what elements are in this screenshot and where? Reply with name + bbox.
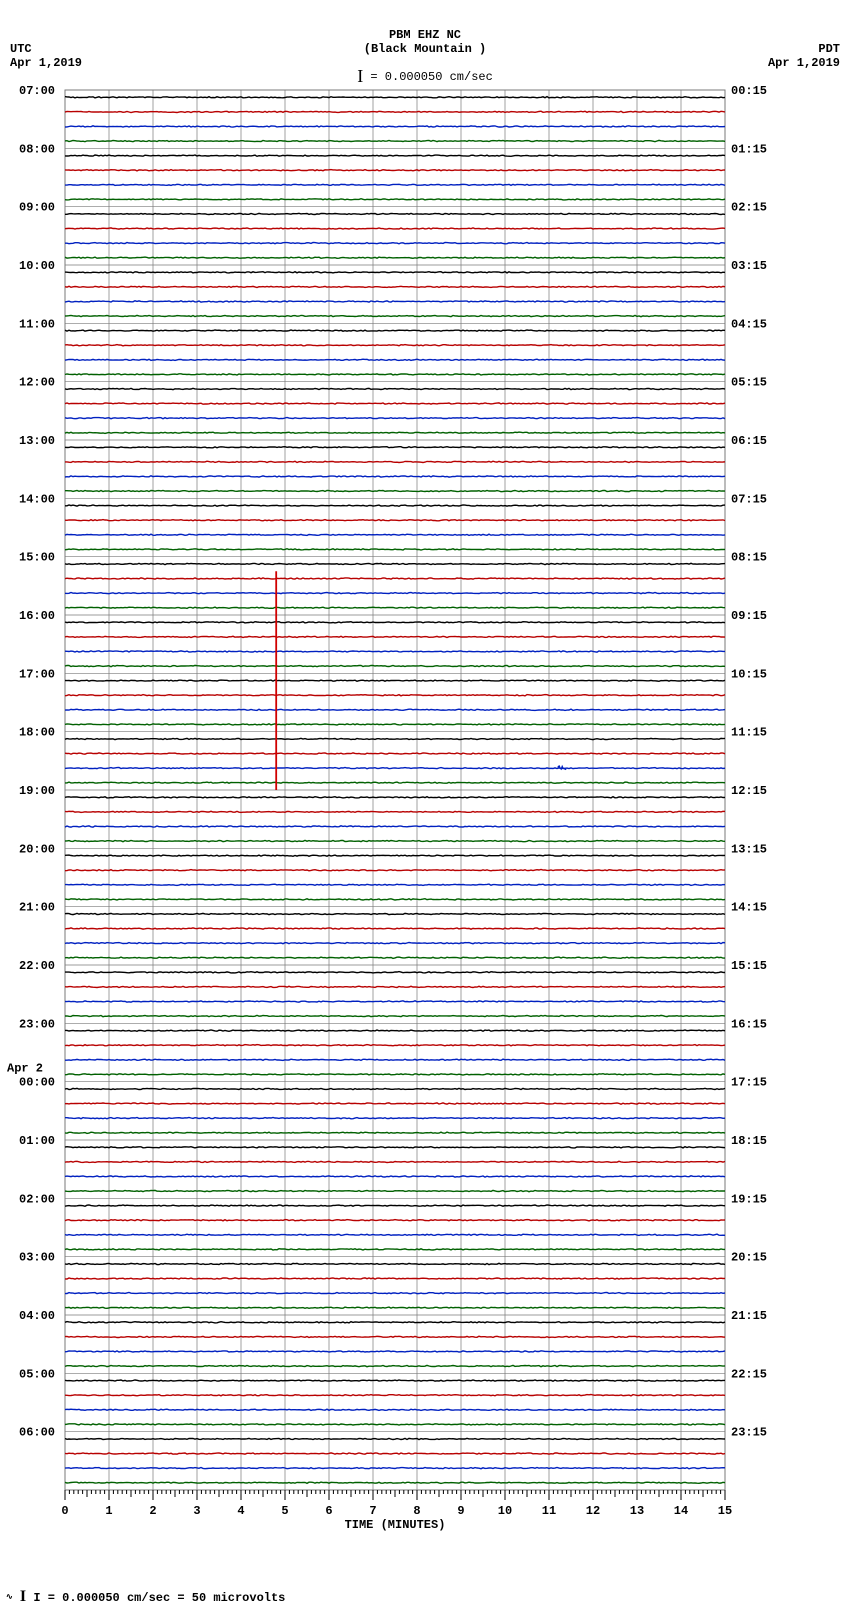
svg-text:21:15: 21:15 — [731, 1309, 767, 1323]
svg-text:13:00: 13:00 — [19, 434, 55, 448]
svg-text:TIME (MINUTES): TIME (MINUTES) — [345, 1518, 446, 1532]
svg-text:01:15: 01:15 — [731, 142, 767, 156]
svg-text:08:00: 08:00 — [19, 142, 55, 156]
helicorder-plot: 07:00 08:00 09:00 10:00 11:00 12:00 13:00 14:00… — [0, 0, 850, 1560]
svg-text:12:15: 12:15 — [731, 784, 767, 798]
svg-text:23:15: 23:15 — [731, 1426, 767, 1440]
svg-text:6: 6 — [325, 1504, 332, 1518]
svg-text:12:00: 12:00 — [19, 376, 55, 390]
svg-text:03:15: 03:15 — [731, 259, 767, 273]
svg-text:10:15: 10:15 — [731, 667, 767, 681]
svg-text:1: 1 — [105, 1504, 112, 1518]
svg-text:14:00: 14:00 — [19, 492, 55, 506]
svg-text:17:00: 17:00 — [19, 667, 55, 681]
svg-text:14:15: 14:15 — [731, 901, 767, 915]
svg-text:02:00: 02:00 — [19, 1192, 55, 1206]
svg-text:10: 10 — [498, 1504, 512, 1518]
svg-text:21:00: 21:00 — [19, 901, 55, 915]
svg-text:5: 5 — [281, 1504, 288, 1518]
svg-text:2: 2 — [149, 1504, 156, 1518]
svg-text:4: 4 — [237, 1504, 244, 1518]
svg-text:00:15: 00:15 — [731, 84, 767, 98]
svg-text:16:15: 16:15 — [731, 1017, 767, 1031]
svg-text:12: 12 — [586, 1504, 600, 1518]
svg-text:0: 0 — [61, 1504, 68, 1518]
svg-text:00:00: 00:00 — [19, 1076, 55, 1090]
svg-text:13: 13 — [630, 1504, 644, 1518]
svg-text:06:15: 06:15 — [731, 434, 767, 448]
svg-text:7: 7 — [369, 1504, 376, 1518]
svg-text:19:15: 19:15 — [731, 1192, 767, 1206]
svg-text:01:00: 01:00 — [19, 1134, 55, 1148]
svg-text:18:15: 18:15 — [731, 1134, 767, 1148]
svg-text:22:00: 22:00 — [19, 959, 55, 973]
svg-text:Apr 2: Apr 2 — [7, 1062, 43, 1076]
svg-text:08:15: 08:15 — [731, 551, 767, 565]
svg-text:3: 3 — [193, 1504, 200, 1518]
svg-text:20:15: 20:15 — [731, 1251, 767, 1265]
svg-text:15:00: 15:00 — [19, 551, 55, 565]
svg-text:10:00: 10:00 — [19, 259, 55, 273]
svg-text:15: 15 — [718, 1504, 732, 1518]
svg-text:8: 8 — [413, 1504, 420, 1518]
svg-text:19:00: 19:00 — [19, 784, 55, 798]
svg-text:11: 11 — [542, 1504, 556, 1518]
svg-text:13:15: 13:15 — [731, 842, 767, 856]
svg-text:04:15: 04:15 — [731, 317, 767, 331]
svg-text:04:00: 04:00 — [19, 1309, 55, 1323]
svg-text:18:00: 18:00 — [19, 726, 55, 740]
svg-text:15:15: 15:15 — [731, 959, 767, 973]
svg-text:09:00: 09:00 — [19, 201, 55, 215]
svg-text:02:15: 02:15 — [731, 201, 767, 215]
svg-text:22:15: 22:15 — [731, 1367, 767, 1381]
svg-text:14: 14 — [674, 1504, 688, 1518]
svg-text:11:15: 11:15 — [731, 726, 767, 740]
svg-text:06:00: 06:00 — [19, 1426, 55, 1440]
svg-text:16:00: 16:00 — [19, 609, 55, 623]
svg-text:20:00: 20:00 — [19, 842, 55, 856]
svg-text:9: 9 — [457, 1504, 464, 1518]
svg-text:05:15: 05:15 — [731, 376, 767, 390]
svg-text:07:00: 07:00 — [19, 84, 55, 98]
svg-text:03:00: 03:00 — [19, 1251, 55, 1265]
svg-text:23:00: 23:00 — [19, 1017, 55, 1031]
svg-text:07:15: 07:15 — [731, 492, 767, 506]
svg-text:05:00: 05:00 — [19, 1367, 55, 1381]
svg-text:11:00: 11:00 — [19, 317, 55, 331]
svg-text:17:15: 17:15 — [731, 1076, 767, 1090]
svg-text:09:15: 09:15 — [731, 609, 767, 623]
footer-scale: ∿ I I = 0.000050 cm/sec = 50 microvolts — [6, 1588, 285, 1606]
